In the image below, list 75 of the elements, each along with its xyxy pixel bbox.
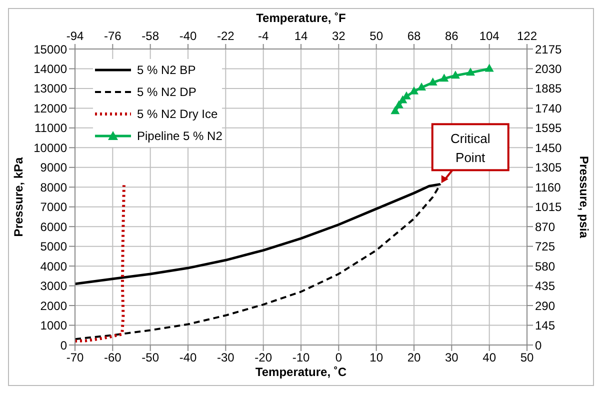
x-tick-label: -30 xyxy=(216,350,235,365)
point xyxy=(484,64,494,72)
point xyxy=(440,74,449,82)
x2-axis-title: Temperature, ˚F xyxy=(256,11,346,25)
y-tick-label: 14000 xyxy=(34,62,68,76)
y2-tick-label: 145 xyxy=(535,318,556,333)
y2-tick-label: 725 xyxy=(535,240,556,254)
y2-tick-label: 2175 xyxy=(535,42,562,56)
x2-tick-label: -94 xyxy=(66,29,84,43)
y2-tick-label: 1450 xyxy=(535,140,562,155)
x2-tick-label: -76 xyxy=(104,29,122,43)
legend-label: 5 % N2 DP xyxy=(137,84,196,101)
annotation: Critical Point xyxy=(450,131,490,166)
y-tick-label: 2000 xyxy=(40,298,68,313)
x2-tick-label: 14 xyxy=(294,29,308,43)
y-tick-label: 12000 xyxy=(34,101,68,116)
point xyxy=(466,68,475,76)
x2-tick-label: -58 xyxy=(142,29,160,43)
y2-tick-label: 1885 xyxy=(535,82,562,96)
y-axis-title: Pressure, kPa xyxy=(11,156,26,237)
x2-tick-label: 32 xyxy=(332,29,346,43)
y-tick-label: 5000 xyxy=(40,240,68,254)
x2-tick-label: -40 xyxy=(179,29,197,43)
x2-tick-label: 86 xyxy=(444,29,459,43)
x-tick-label: -50 xyxy=(142,350,160,365)
x2-tick-label: 122 xyxy=(516,29,538,43)
x-tick-label: 40 xyxy=(482,350,496,365)
x2-tick-label: -4 xyxy=(258,29,269,43)
y-tick-label: 11000 xyxy=(34,121,68,136)
y-tick-label: 4000 xyxy=(40,259,68,274)
x2-tick-label: 104 xyxy=(479,29,500,43)
y2-axis-title: Pressure, psia xyxy=(576,156,591,238)
y-tick-label: 7000 xyxy=(40,200,68,214)
x-tick-label: -40 xyxy=(179,350,197,365)
y-tick-label: 10000 xyxy=(34,140,68,155)
y2-tick-label: 580 xyxy=(535,259,556,274)
x2-tick-label: -22 xyxy=(216,29,235,43)
x-tick-label: -70 xyxy=(66,350,84,365)
y2-tick-label: 1015 xyxy=(535,200,562,214)
y-tick-label: 8000 xyxy=(40,180,68,194)
x2-tick-label: 68 xyxy=(407,29,421,43)
y2-tick-label: 290 xyxy=(535,298,556,313)
y-tick-label: 15000 xyxy=(34,42,68,56)
y2-tick-label: 0 xyxy=(535,338,542,352)
point xyxy=(410,86,418,94)
point xyxy=(428,78,438,86)
y-tick-label: 6000 xyxy=(40,220,68,234)
y-tick-label: 13000 xyxy=(34,82,68,96)
x-tick-label: 50 xyxy=(520,350,534,365)
legend-label: 5 % N2 BP xyxy=(137,62,196,79)
y2-tick-label: 2030 xyxy=(535,62,562,76)
y-tick-label: 3000 xyxy=(40,279,68,294)
legend-label: 5 % N2 Dry Ice xyxy=(137,106,218,123)
y2-tick-label: 1595 xyxy=(535,121,562,136)
legend-label: Pipeline 5 % N2 xyxy=(137,128,222,145)
y-tick-label: 1000 xyxy=(40,318,68,333)
y-tick-label: 9000 xyxy=(40,160,68,175)
y2-tick-label: 435 xyxy=(535,279,556,294)
y-tick-label: 0 xyxy=(60,338,68,352)
x-tick-label: -20 xyxy=(254,350,272,365)
y2-tick-label: 1740 xyxy=(535,101,562,116)
x-tick-label: -60 xyxy=(104,350,122,365)
x-tick-label: 0 xyxy=(335,350,342,365)
x-tick-label: 10 xyxy=(370,350,384,365)
x-tick-label: 20 xyxy=(407,350,421,365)
y2-tick-label: 1160 xyxy=(535,180,562,194)
point xyxy=(450,70,460,79)
x-tick-label: -10 xyxy=(292,350,310,365)
x2-tick-label: 50 xyxy=(370,29,384,43)
x-axis-title: Temperature, ˚C xyxy=(255,365,347,379)
line-series xyxy=(75,184,126,343)
y2-tick-label: 870 xyxy=(535,220,556,234)
point xyxy=(390,106,400,114)
y2-tick-label: 1305 xyxy=(535,160,562,175)
x-tick-label: 30 xyxy=(444,350,459,365)
